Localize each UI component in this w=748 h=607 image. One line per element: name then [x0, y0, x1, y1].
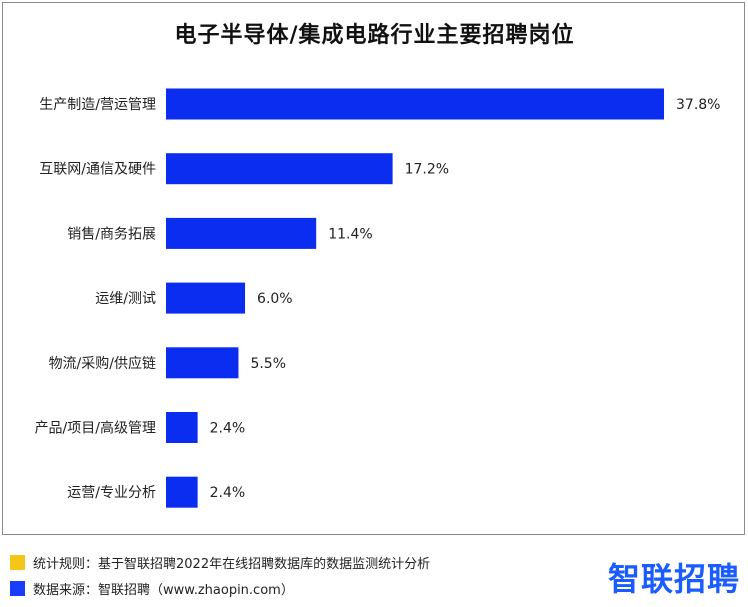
value-label: 2.4%	[210, 485, 246, 501]
category-label: 运维/测试	[95, 291, 156, 307]
zhaopin-logo: 智联招聘	[607, 560, 740, 598]
bar	[166, 282, 246, 314]
value-label: 6.0%	[257, 291, 293, 307]
bar	[166, 88, 664, 120]
bar	[166, 476, 198, 508]
category-label: 产品/项目/高级管理	[35, 420, 156, 437]
category-label: 互联网/通信及硬件	[39, 162, 156, 178]
value-label: 5.5%	[250, 356, 286, 372]
bar	[166, 153, 393, 185]
bar-chart: 生产制造/营运管理 37.8% 互联网/通信及硬件 17.2% 销售/商务拓展 11.4%…	[35, 88, 720, 508]
chart-title: 电子半导体/集成电路行业主要招聘岗位	[174, 23, 575, 48]
bar	[166, 217, 317, 249]
category-label: 运营/专业分析	[67, 485, 156, 501]
footer: 统计规则：基于智联招聘2022年在线招聘数据库的数据监测统计分析 数据来源：智联…	[0, 540, 748, 607]
note-source-text: 数据来源：智联招聘（www.zhaopin.com）	[33, 582, 294, 598]
category-label: 销售/商务拓展	[67, 226, 156, 242]
category-label: 生产制造/营运管理	[39, 97, 156, 113]
value-label: 2.4%	[210, 421, 246, 437]
category-label: 物流/采购/供应链	[49, 355, 156, 372]
chart-frame: 电子半导体/集成电路行业主要招聘岗位 生产制造/营运管理 37.8% 互联网/通信及…	[2, 2, 745, 535]
bar	[166, 347, 239, 379]
note-rule: 统计规则：基于智联招聘2022年在线招聘数据库的数据监测统计分析	[10, 552, 430, 572]
value-label: 11.4%	[328, 226, 372, 242]
note-source: 数据来源：智联招聘（www.zhaopin.com）	[10, 578, 294, 598]
value-label: 17.2%	[405, 162, 449, 178]
value-label: 37.8%	[676, 97, 720, 113]
note-rule-text: 统计规则：基于智联招聘2022年在线招聘数据库的数据监测统计分析	[33, 556, 431, 572]
rule-swatch	[10, 554, 25, 570]
source-swatch	[10, 580, 25, 596]
bar	[166, 412, 198, 443]
